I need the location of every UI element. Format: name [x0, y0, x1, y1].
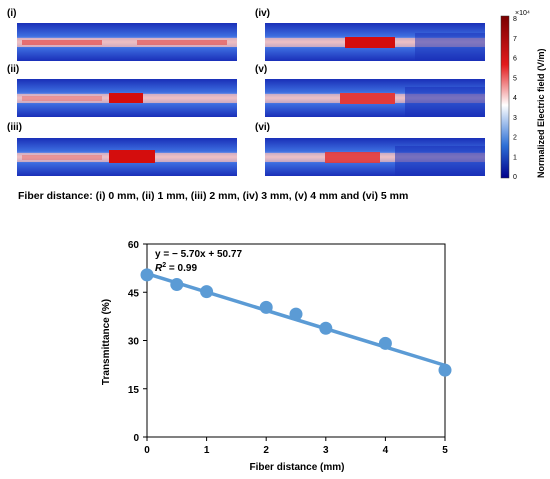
y-tick-label: 15 — [128, 385, 140, 396]
colorbar-exponent: ×10⁴ — [515, 10, 530, 17]
y-tick-label: 60 — [128, 240, 140, 251]
y-tick-label: 45 — [128, 288, 140, 299]
colorbar-title: Normalized Electric field (V/m) — [536, 48, 546, 178]
field-map-image — [265, 79, 485, 117]
panel-label: (i) — [7, 8, 17, 19]
x-tick-label: 3 — [323, 445, 329, 456]
field-map-image — [17, 23, 237, 61]
field-map-image — [265, 138, 485, 176]
colorbar-tick-label: 6 — [513, 56, 517, 63]
data-point — [289, 307, 303, 321]
r-squared: R2 = 0.99 — [155, 262, 197, 274]
colorbar-tick-label: 2 — [513, 135, 517, 142]
colorbar-tick-label: 1 — [513, 154, 517, 161]
field-map-image — [17, 79, 237, 117]
x-tick-label: 5 — [442, 445, 448, 456]
y-tick-label: 0 — [133, 433, 139, 444]
fit-equation: y = − 5.70x + 50.77 — [155, 249, 242, 260]
colorbar-tick-label: 3 — [513, 115, 517, 122]
data-point — [140, 268, 154, 282]
data-point — [200, 285, 214, 299]
x-tick-label: 0 — [144, 445, 150, 456]
panel-label: (iii) — [7, 122, 22, 133]
colorbar-gradient — [500, 15, 510, 179]
x-axis-title: Fiber distance (mm) — [249, 462, 344, 473]
colorbar-tick-label: 4 — [513, 95, 517, 102]
data-point — [438, 363, 452, 377]
colorbar-tick-label: 5 — [513, 75, 517, 82]
panel-label: (iv) — [255, 8, 270, 19]
figure-caption: Fiber distance: (i) 0 mm, (ii) 1 mm, (ii… — [18, 190, 409, 202]
panel-label: (v) — [255, 64, 268, 75]
x-tick-label: 2 — [263, 445, 269, 456]
r-squared-symbol: R — [155, 263, 163, 274]
r-squared-value: = 0.99 — [166, 263, 197, 274]
panel-label: (ii) — [7, 64, 20, 75]
field-map-image — [265, 23, 485, 61]
x-tick-label: 1 — [204, 445, 210, 456]
data-point — [259, 300, 273, 314]
colorbar-tick-label: 7 — [513, 36, 517, 43]
y-axis-title: Transmittance (%) — [101, 299, 112, 385]
data-point — [170, 278, 184, 292]
colorbar: ×10⁴ 8 7 6 5 4 3 2 1 0 Normalized Electric field… — [497, 8, 550, 181]
colorbar-tick-label: 0 — [513, 174, 517, 180]
colorbar-tick-label: 8 — [513, 16, 517, 23]
data-points — [140, 268, 452, 377]
panel-label: (vi) — [255, 122, 270, 133]
x-tick-label: 4 — [383, 445, 389, 456]
field-map-image — [17, 138, 237, 176]
data-point — [319, 321, 333, 335]
y-tick-label: 30 — [128, 337, 140, 348]
data-point — [378, 336, 392, 350]
